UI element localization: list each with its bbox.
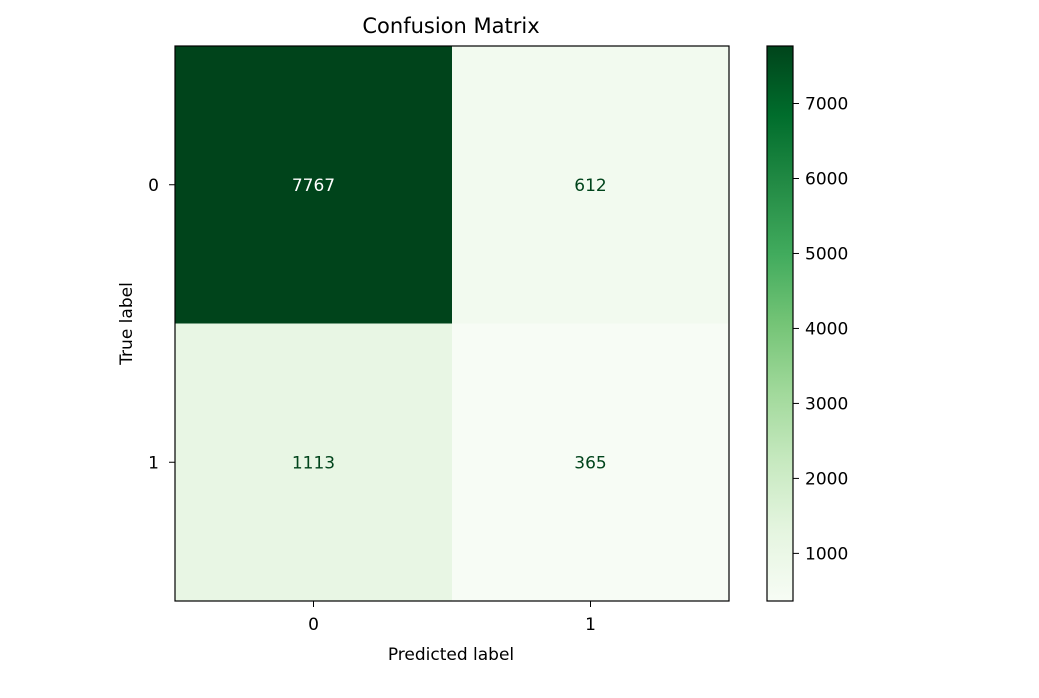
- cell-value-label: 365: [574, 453, 606, 473]
- colorbar-tick-label: 5000: [805, 244, 848, 264]
- colorbar-tick-label: 3000: [805, 394, 848, 414]
- y-axis-label: True label: [117, 282, 137, 366]
- chart-title: Confusion Matrix: [362, 14, 539, 38]
- colorbar-tick-label: 6000: [805, 169, 848, 189]
- colorbar-tick-label: 1000: [805, 544, 848, 564]
- colorbar-gradient: [767, 46, 793, 601]
- matrix-cells: 7767 612 1113 365: [175, 46, 729, 601]
- colorbar-ticks: 1000 2000 3000 4000 5000 6000 7000: [793, 95, 848, 564]
- matrix-cell-1-0: [175, 323, 452, 601]
- colorbar-tick-label: 7000: [805, 95, 848, 115]
- cell-value-label: 7767: [292, 176, 335, 196]
- colorbar-tick-label: 4000: [805, 319, 848, 339]
- y-tick-label: 0: [148, 176, 159, 196]
- colorbar-tick-label: 2000: [805, 469, 848, 489]
- cell-value-label: 612: [574, 176, 606, 196]
- y-tick-label: 1: [148, 453, 159, 473]
- x-tick-label: 1: [585, 615, 596, 635]
- plot-frame: [174, 45, 730, 602]
- x-tick-label: 0: [308, 615, 319, 635]
- x-axis-label: Predicted label: [388, 645, 514, 665]
- matrix-cell-0-0: [175, 46, 452, 324]
- cell-value-label: 1113: [292, 453, 335, 473]
- matrix-cell-1-1: [452, 323, 729, 601]
- colorbar-frame: [766, 45, 794, 602]
- y-axis-ticks: 01: [148, 176, 175, 473]
- matrix-cell-0-1: [452, 46, 729, 324]
